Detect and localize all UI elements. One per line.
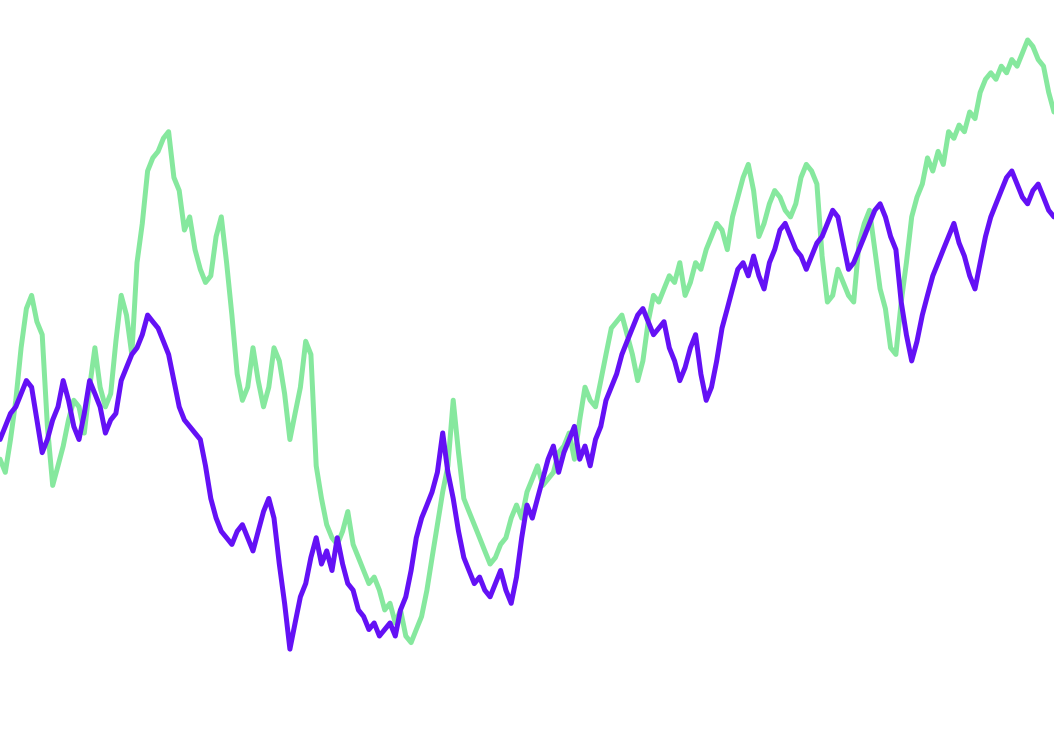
series-layer bbox=[0, 37, 1054, 652]
series-line-1 bbox=[0, 37, 1054, 646]
series-line-2 bbox=[0, 168, 1054, 652]
